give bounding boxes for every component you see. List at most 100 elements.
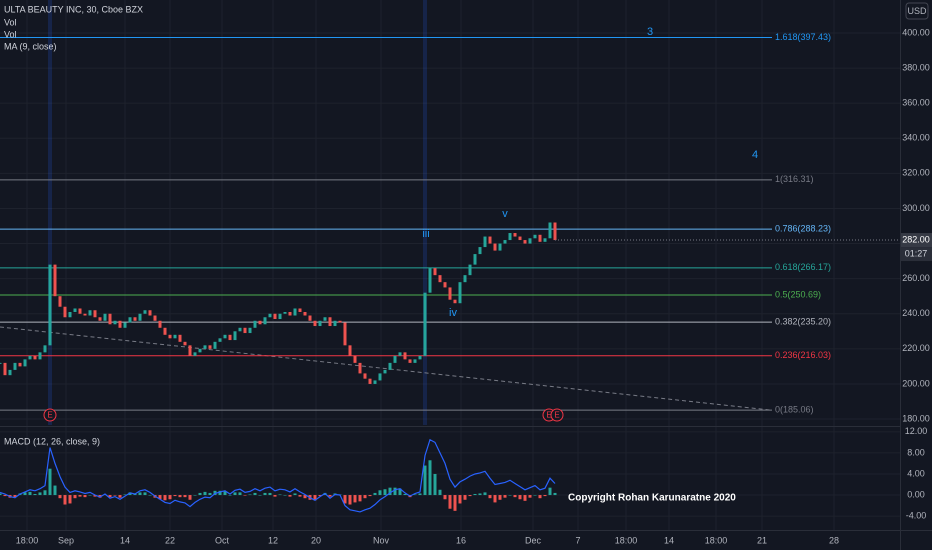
y-tick-label: 360.00 — [902, 98, 930, 108]
macd-histogram-bar — [413, 494, 417, 496]
macd-histogram-bar — [68, 495, 72, 504]
earnings-label: E — [47, 411, 52, 420]
macd-histogram-bar — [193, 495, 197, 496]
candle — [538, 234, 542, 242]
y-tick-label: 0.00 — [907, 489, 925, 499]
macd-histogram-bar — [393, 487, 397, 496]
candle — [98, 317, 102, 321]
macd-histogram-bar — [23, 492, 27, 496]
price-layer — [0, 222, 900, 384]
x-tick-label: Sep — [58, 535, 74, 545]
macd-histogram-bar — [538, 495, 542, 499]
candle — [398, 352, 402, 356]
macd-histogram-bar — [388, 487, 392, 496]
candle — [403, 352, 407, 360]
macd-histogram-bar — [488, 495, 492, 499]
macd-histogram-bar — [108, 495, 112, 498]
candle — [528, 238, 532, 244]
candle — [8, 369, 12, 376]
macd-histogram-bar — [283, 495, 287, 496]
macd-histogram-bar — [298, 495, 302, 497]
candle — [238, 327, 242, 332]
y-tick-label: 180.00 — [902, 413, 930, 423]
y-tick-label: 380.00 — [902, 62, 930, 72]
candle — [58, 296, 62, 307]
x-tick-label: 16 — [456, 535, 466, 545]
macd-histogram-bar — [243, 495, 247, 496]
candle — [508, 233, 512, 241]
fib-label: 0.382(235.20) — [775, 317, 831, 327]
candle — [548, 222, 552, 239]
x-tick-label: 22 — [165, 535, 175, 545]
indicator-label: Vol — [4, 17, 17, 27]
macd-histogram-bar — [128, 492, 132, 496]
macd-histogram-bar — [493, 495, 497, 503]
macd-histogram-bar — [83, 495, 87, 498]
macd-histogram-bar — [443, 495, 447, 500]
macd-title: MACD (12, 26, close, 9) — [4, 436, 100, 446]
x-tick-label: Dec — [525, 535, 542, 545]
macd-histogram-bar — [383, 489, 387, 496]
macd-histogram-bar — [448, 495, 452, 509]
macd-histogram-bar — [263, 492, 267, 496]
macd-histogram-bar — [143, 492, 147, 496]
candle — [88, 310, 92, 316]
macd-histogram-bar — [203, 491, 207, 496]
macd-histogram-bar — [248, 494, 252, 496]
y-tick-label: 260.00 — [902, 273, 930, 283]
currency-box[interactable] — [905, 2, 929, 20]
countdown: 01:27 — [905, 248, 928, 258]
macd-histogram-bar — [183, 495, 187, 498]
candle — [228, 334, 232, 341]
macd-histogram-bar — [343, 495, 347, 504]
candle — [318, 320, 322, 327]
candle — [213, 341, 217, 349]
macd-histogram-bar — [463, 495, 467, 500]
macd-histogram-bar — [158, 495, 162, 500]
candle — [413, 359, 417, 363]
macd-histogram-bar — [403, 493, 407, 496]
candle — [283, 311, 287, 314]
macd-histogram-bar — [348, 495, 352, 505]
candle — [108, 313, 112, 325]
candle — [443, 282, 447, 288]
earnings-label: E — [554, 411, 559, 420]
candle — [388, 362, 392, 370]
candle — [498, 243, 502, 251]
wave-label: iii — [422, 228, 429, 240]
y-tick-label: 340.00 — [902, 133, 930, 143]
candle — [248, 327, 252, 334]
candle — [463, 275, 467, 283]
wave-label: 3 — [647, 26, 653, 38]
macd-histogram-bar — [303, 495, 307, 499]
macd-histogram-bar — [523, 495, 527, 501]
candle — [448, 287, 452, 300]
x-tick-label: 18:00 — [16, 535, 39, 545]
candle — [78, 308, 82, 314]
candle — [513, 233, 517, 237]
macd-histogram-bar — [318, 495, 322, 497]
macd-histogram-bar — [433, 473, 437, 496]
macd-histogram-bar — [483, 492, 487, 496]
fib-label: 0.236(216.03) — [775, 350, 831, 360]
candle — [393, 355, 397, 363]
candle — [533, 234, 537, 239]
candle — [363, 373, 367, 379]
macd-histogram-bar — [438, 489, 442, 496]
macd-histogram-bar — [168, 495, 172, 500]
macd-histogram-bar — [178, 495, 182, 498]
candle — [113, 320, 117, 325]
earnings-marker — [43, 408, 57, 422]
candle — [258, 320, 262, 325]
candle — [183, 341, 187, 346]
candle — [273, 313, 277, 320]
macd-histogram-bar — [188, 495, 192, 500]
candle — [43, 345, 47, 353]
candle — [103, 313, 107, 321]
earnings-marker — [550, 408, 564, 422]
x-tick-label: 12 — [268, 535, 278, 545]
macd-histogram-bar — [198, 492, 202, 496]
candle — [128, 317, 132, 323]
fib-label: 0(185.06) — [775, 405, 814, 415]
macd-histogram-bar — [508, 495, 512, 496]
